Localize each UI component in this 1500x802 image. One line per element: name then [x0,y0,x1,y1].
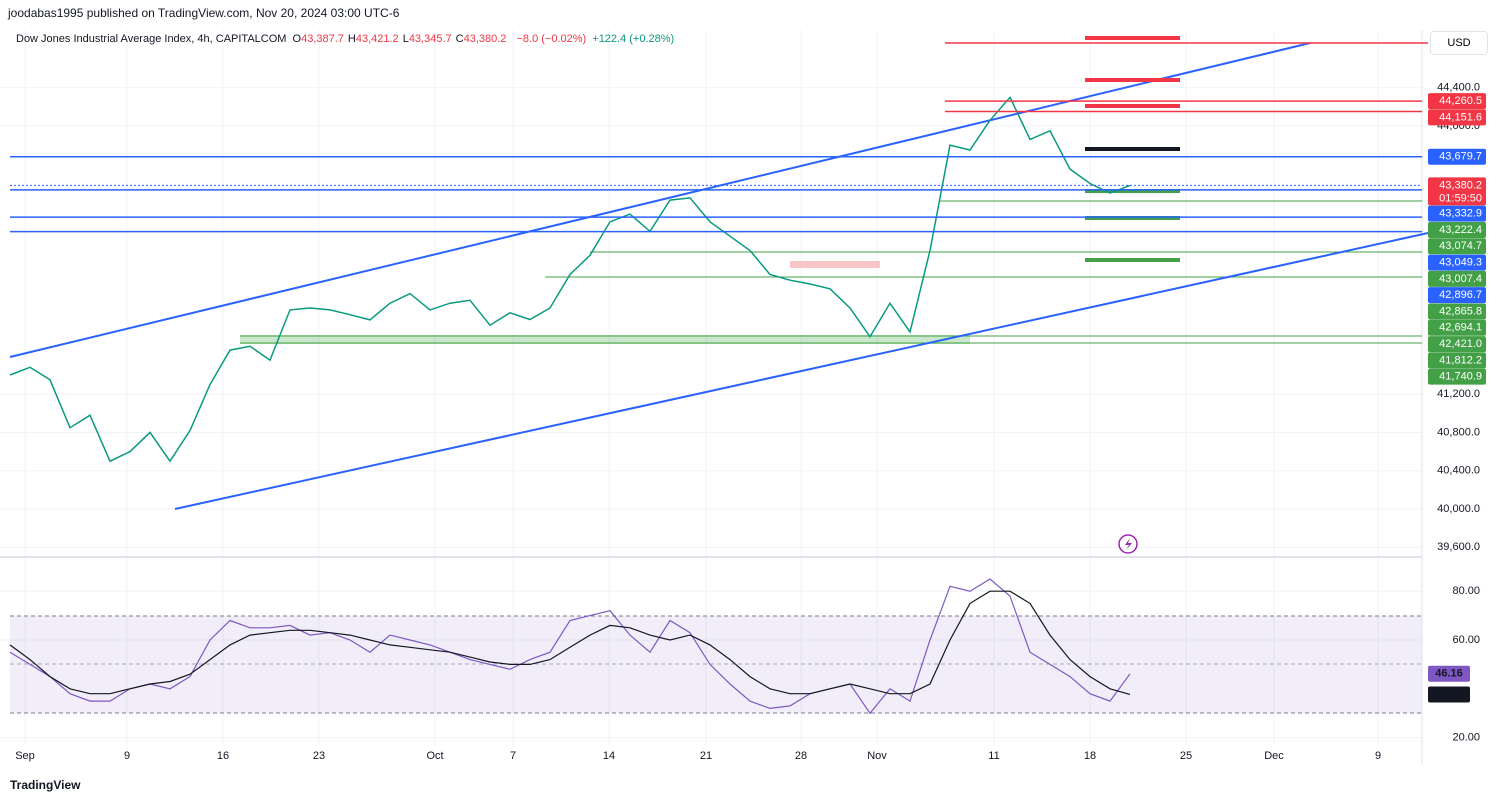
channel-line [9,42,1311,358]
change: −8.0 (−0.02%) [516,33,587,45]
ohlc-key: H [347,33,356,45]
line [9,590,1131,695]
price-label: 42,421.0 [1439,338,1482,350]
x-tick-label: Oct [426,750,443,762]
price-label-bg [1428,287,1486,304]
price-label-bg [1428,221,1486,238]
event-icon-bolt [1125,538,1132,550]
price-label-bg [1428,148,1486,165]
grid [0,30,1422,745]
price-label: 42,694.1 [1439,322,1482,334]
ohlc-value: 43,380.2 [463,33,507,45]
price-label-bg [1428,368,1486,385]
price-label-bg [1428,319,1486,336]
x-tick-label: 14 [603,750,615,762]
price-label-bg [1428,352,1486,369]
price-label: 44,151.6 [1439,111,1482,123]
y-tick-label: 39,600.0 [1437,541,1480,553]
price-label-bg [1428,177,1486,206]
ohlc-key: L [402,33,409,45]
price-label: 41,812.2 [1439,354,1482,366]
price-label-bg [1428,336,1486,353]
value-label: 46.16 [1435,668,1463,680]
labels: Sep 9 16 23 Oct 7 14 21 28 Nov 11 18 25 Dec 944,400.04… [15,82,1486,762]
price-label-bg [1428,238,1486,255]
y-tick-label: 80.00 [1452,585,1480,597]
price-label: 43,049.3 [1439,256,1482,268]
y-tick-label: 41,200.0 [1437,388,1480,400]
ohlc-key: C [455,33,464,45]
x-tick-label: 25 [1180,750,1192,762]
ohlc: O43,387.7 H43,421.2 L43,345.7 C43,380.2 [293,33,511,45]
x-tick-label: 28 [795,750,807,762]
price-label: 41,740.9 [1439,371,1482,383]
x-tick-label: Dec [1264,750,1284,762]
price-label-bg [1428,205,1486,222]
price-label: 43,222.4 [1439,224,1482,236]
x-tick-label: Nov [867,750,887,762]
price-label: 43,380.2 [1439,179,1482,191]
marks [9,95,1422,715]
price-label-bg [1428,109,1486,126]
price-label: 43,007.4 [1439,273,1482,285]
x-tick-label: 11 [988,750,999,762]
symbol-title: Dow Jones Industrial Average Index, 4h, … [16,33,287,45]
y-tick-label: 40,800.0 [1437,426,1480,438]
y-tick-label: 44,400.0 [1437,82,1480,94]
change-2: +122.4 (+0.28%) [592,33,675,45]
price-label: 43,074.7 [1439,240,1482,252]
price-label: 43,679.7 [1439,151,1482,163]
value-label-bg [1428,665,1470,682]
zone [240,335,970,344]
price-label: 43,332.9 [1439,208,1482,220]
ohlc-value: 43,345.7 [408,33,452,45]
price-timer: 01:59:50 [1439,192,1482,204]
x-tick-label: 9 [124,750,130,762]
zone [790,261,880,268]
channel-line [174,232,1429,510]
price-label-bg [1428,254,1486,271]
x-tick-label: 7 [510,750,516,762]
price-label: 44,260.5 [1439,95,1482,107]
line [9,95,1131,463]
ohlc-value: 43,387.7 [301,33,344,45]
legend: Dow Jones Industrial Average Index, 4h, … [16,33,677,45]
y-tick-label: 60.00 [1452,634,1480,646]
x-tick-label: 9 [1375,750,1381,762]
x-tick-label: 18 [1084,750,1096,762]
line [9,578,1131,715]
y-tick-label: 40,000.0 [1437,503,1480,515]
ohlc-key: O [292,33,302,45]
y-tick-label: 40,400.0 [1437,465,1480,477]
x-tick-label: 16 [217,750,229,762]
price-label: 42,896.7 [1439,289,1482,301]
price-label-bg [1428,93,1486,110]
x-tick-label: 23 [313,750,325,762]
brand: TradingView [10,778,81,792]
value-label-bg [1428,686,1470,703]
currency-button[interactable]: USD [1430,31,1488,55]
event-icon[interactable] [1118,534,1138,554]
price-label: 42,865.8 [1439,305,1482,317]
x-tick-label: 21 [700,750,712,762]
y-tick-label: 20.00 [1452,732,1480,744]
ohlc-value: 43,421.2 [355,33,399,45]
publisher: joodabas1995 published on TradingView.co… [8,6,400,20]
price-label-bg [1428,270,1486,287]
value-label: 37.71 [1435,688,1463,700]
x-tick-label: Sep [15,750,35,762]
price-label-bg [1428,303,1486,320]
